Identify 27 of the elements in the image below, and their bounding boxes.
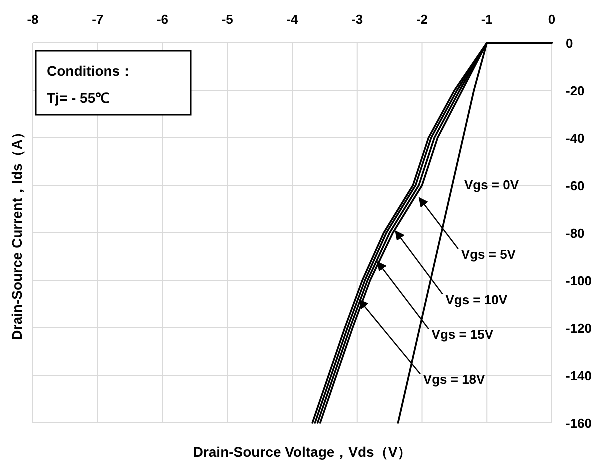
annotation: Tj= - 55℃ [47, 90, 110, 106]
y-tick-label: -80 [566, 226, 585, 241]
x-axis-title: Drain-Source Voltage，Vds（V） [193, 444, 412, 460]
y-axis-title: Drain-Source Current，Ids（A） [9, 126, 25, 340]
x-tick-label: -4 [286, 12, 300, 27]
y-tick-label: -140 [566, 368, 592, 384]
text: Vgs = 15V [432, 327, 494, 342]
y-tick-label: -40 [566, 131, 585, 146]
series-label: Vgs = 0V [464, 178, 520, 192]
y-tick-label: -120 [566, 321, 592, 336]
x-tick-label: 0 [548, 12, 556, 27]
x-tick-label: -8 [27, 12, 39, 27]
y-tick-label: -100 [566, 274, 592, 288]
y-tick-label: -20 [566, 84, 585, 98]
x-tick-label: -6 [156, 12, 169, 27]
x-tick-label: -1 [481, 12, 493, 27]
x-tick-label: -2 [416, 12, 428, 27]
x-tick-label: -7 [92, 12, 104, 27]
text: Vgs = 5V [461, 247, 516, 262]
x-tick-label: -3 [352, 12, 364, 27]
y-tick-label: -60 [566, 178, 585, 194]
y-tick-label: -160 [566, 416, 592, 431]
annotation: Conditions： [47, 63, 134, 79]
x-tick-label: -5 [222, 12, 234, 27]
y-tick-label: 0 [566, 36, 574, 51]
text: Vgs = 18V [423, 372, 486, 388]
text: Vgs = 10V [446, 292, 508, 308]
